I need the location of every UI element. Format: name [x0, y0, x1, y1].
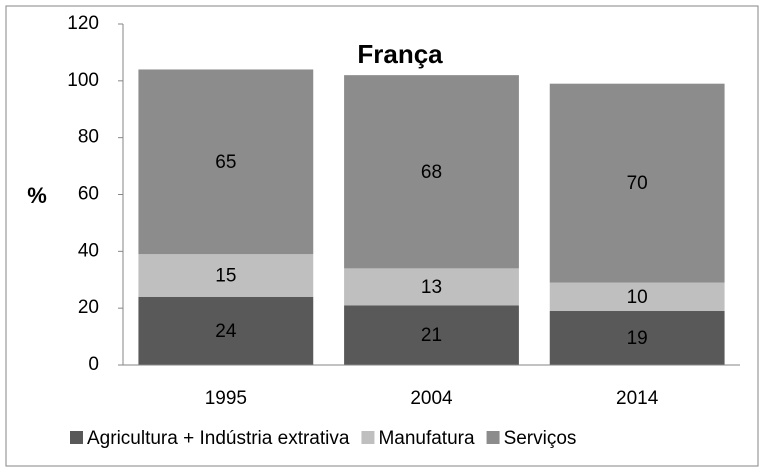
- data-label: 65: [215, 152, 236, 173]
- data-label: 24: [215, 321, 237, 342]
- data-label: 19: [627, 328, 648, 349]
- x-tick-label: 1995: [205, 388, 247, 409]
- y-tick-label: 0: [88, 354, 99, 375]
- x-tick-label: 2004: [410, 388, 453, 409]
- y-axis-label: %: [27, 183, 47, 208]
- x-tick-label: 2014: [616, 388, 659, 409]
- data-label: 15: [215, 266, 236, 287]
- bar-segment: [138, 69, 314, 255]
- bar-segment: [549, 311, 725, 365]
- y-tick-label: 40: [78, 240, 99, 261]
- legend-label: Serviços: [504, 428, 577, 449]
- y-tick-label: 100: [67, 70, 99, 91]
- y-tick-label: 60: [78, 184, 99, 205]
- legend-swatch: [361, 431, 375, 444]
- data-label: 70: [627, 173, 648, 194]
- data-label: 21: [421, 325, 442, 346]
- y-tick-label: 120: [67, 13, 99, 34]
- bar-segment: [549, 83, 725, 283]
- bar-segment: [549, 282, 725, 312]
- legend-swatch: [70, 431, 83, 444]
- chart-title: França: [357, 39, 443, 69]
- y-tick-label: 80: [78, 127, 99, 148]
- y-tick-label: 20: [78, 297, 99, 318]
- bar-segment: [138, 296, 314, 365]
- legend-label: Agricultura + Indústria extrativa: [87, 428, 350, 449]
- data-label: 10: [627, 287, 648, 308]
- bar-segment: [344, 75, 519, 269]
- data-label: 13: [421, 277, 442, 298]
- bar-segment: [138, 254, 314, 297]
- legend-swatch: [486, 431, 500, 444]
- legend-label: Manufatura: [378, 428, 475, 449]
- bar-segment: [344, 305, 519, 365]
- data-label: 68: [421, 162, 442, 183]
- bar-segment: [344, 268, 519, 306]
